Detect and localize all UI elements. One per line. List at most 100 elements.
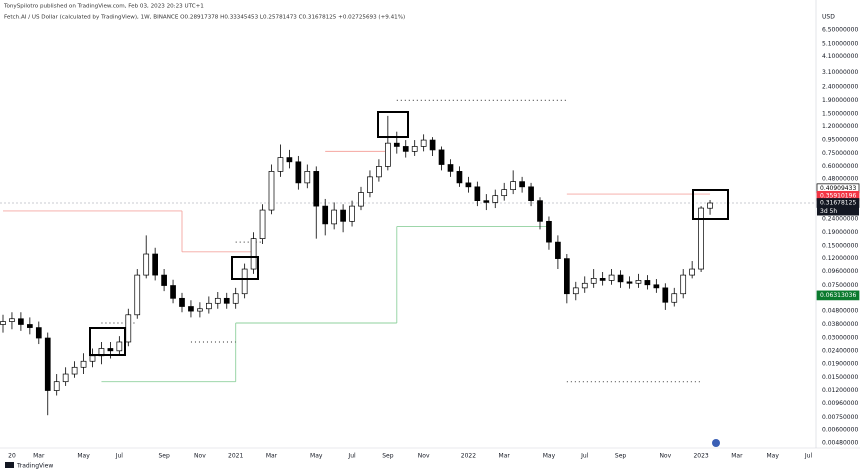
candle-body	[206, 302, 212, 310]
y-tick-label: 1.90000000	[822, 97, 858, 104]
candle-body	[331, 209, 337, 225]
candle-body	[241, 268, 248, 295]
y-tick-label: 0.01500000	[822, 374, 858, 381]
candle-body	[27, 324, 33, 328]
y-tick-label: 0.19000000	[822, 229, 858, 236]
candle-body	[546, 220, 552, 243]
candle-body	[555, 241, 561, 259]
candle-body	[44, 337, 51, 391]
candle-body	[519, 181, 525, 188]
y-tick-label: 0.00480000	[822, 440, 858, 447]
x-tick-label: Nov	[418, 453, 430, 460]
candle-body	[510, 181, 516, 190]
candle-body	[89, 355, 96, 362]
y-tick-label: 0.48000000	[822, 176, 858, 183]
y-tick-label: 5.10000000	[822, 40, 858, 47]
candle-body	[411, 146, 418, 152]
candle-body	[698, 207, 704, 270]
symbol-line: Fetch.AI / US Dollar (calculated by Trad…	[4, 15, 405, 21]
candle-body	[62, 373, 69, 383]
candle-body	[537, 200, 543, 222]
logo-mark	[5, 462, 14, 468]
candle-body	[572, 287, 579, 295]
x-tick-label: Jul	[347, 453, 356, 460]
x-tick-label: Mar	[33, 453, 45, 460]
x-tick-label: 2021	[228, 453, 243, 460]
y-tick-label: 0.00960000	[822, 400, 858, 407]
candle-body	[429, 139, 436, 151]
x-tick-label: May	[543, 453, 556, 460]
x-tick-label: Mar	[499, 453, 511, 460]
y-tick-label: 0.75000000	[822, 150, 858, 157]
candle-body	[635, 280, 642, 284]
y-tick-label: 4.10000000	[822, 53, 858, 60]
candle-body	[438, 149, 445, 165]
candle-body	[590, 278, 597, 284]
candle-body	[385, 142, 391, 167]
x-tick-label: Mar	[266, 453, 278, 460]
candle-body	[179, 297, 185, 307]
annotation-box	[377, 111, 409, 138]
candle-body	[71, 366, 78, 375]
candle-body	[268, 171, 275, 211]
y-axis-label: USD	[822, 14, 835, 21]
candle-body	[197, 308, 203, 312]
x-tick-label: Jul	[580, 453, 589, 460]
candle-body	[322, 205, 329, 225]
x-tick-label: May	[310, 453, 323, 460]
y-tick-label: 2.40000000	[822, 83, 858, 90]
x-tick-label: May	[766, 453, 779, 460]
candle-body	[689, 268, 696, 276]
countdown-box	[817, 207, 859, 216]
brand-name: TradingView	[16, 463, 53, 470]
y-tick-label: 0.01900000	[822, 361, 858, 368]
candle-body	[420, 139, 427, 147]
countdown: 3d 5h	[820, 208, 837, 215]
candle-body	[18, 318, 24, 325]
candle-body	[232, 293, 239, 304]
y-tick-label: 6.50000000	[822, 26, 858, 33]
y-tick-label: 0.95000000	[822, 137, 858, 144]
candle-body	[349, 205, 355, 222]
y-tick-label: 0.04800000	[822, 308, 858, 315]
candle-body	[107, 348, 114, 352]
candle-body	[626, 281, 633, 284]
candle-body	[653, 284, 660, 289]
y-tick-label: 0.15000000	[822, 242, 858, 249]
y-tick-label: 0.01200000	[822, 387, 858, 394]
candle-body	[474, 186, 481, 202]
candle-body	[170, 285, 176, 299]
candle-body	[671, 293, 678, 303]
annotation-box	[89, 327, 126, 356]
y-tick-label: 0.09600000	[822, 268, 858, 275]
candle-body	[599, 278, 606, 281]
candle-body	[143, 253, 150, 276]
candle-body	[483, 200, 490, 203]
x-tick-label: Mar	[731, 453, 743, 460]
price-marker	[816, 290, 860, 301]
candle-body	[492, 195, 499, 203]
last-price-marker-label: 0.31678125	[820, 199, 856, 206]
x-tick-label: 2022	[461, 453, 476, 460]
candle-body	[9, 318, 15, 322]
brand-logo: TradingView	[5, 462, 53, 470]
x-tick-label: May	[77, 453, 90, 460]
candle-body	[402, 146, 409, 152]
candle-body	[644, 280, 651, 286]
y-tick-label: 0.02400000	[822, 347, 858, 354]
y-tick-label: 0.00600000	[822, 427, 858, 434]
candle-body	[367, 176, 373, 193]
plot-area	[0, 99, 816, 416]
candle-body	[295, 161, 302, 184]
y-tick-label: 0.24000000	[822, 215, 858, 222]
candle-body	[214, 297, 221, 304]
candle-body	[528, 186, 534, 202]
price-marker-label: 0.06313036	[820, 292, 856, 299]
candle-body	[125, 314, 132, 343]
candle-body	[313, 171, 320, 207]
x-tick-label: Nov	[659, 453, 671, 460]
x-tick-label: Nov	[194, 453, 206, 460]
price-marker-label: 0.40909433	[820, 185, 856, 192]
